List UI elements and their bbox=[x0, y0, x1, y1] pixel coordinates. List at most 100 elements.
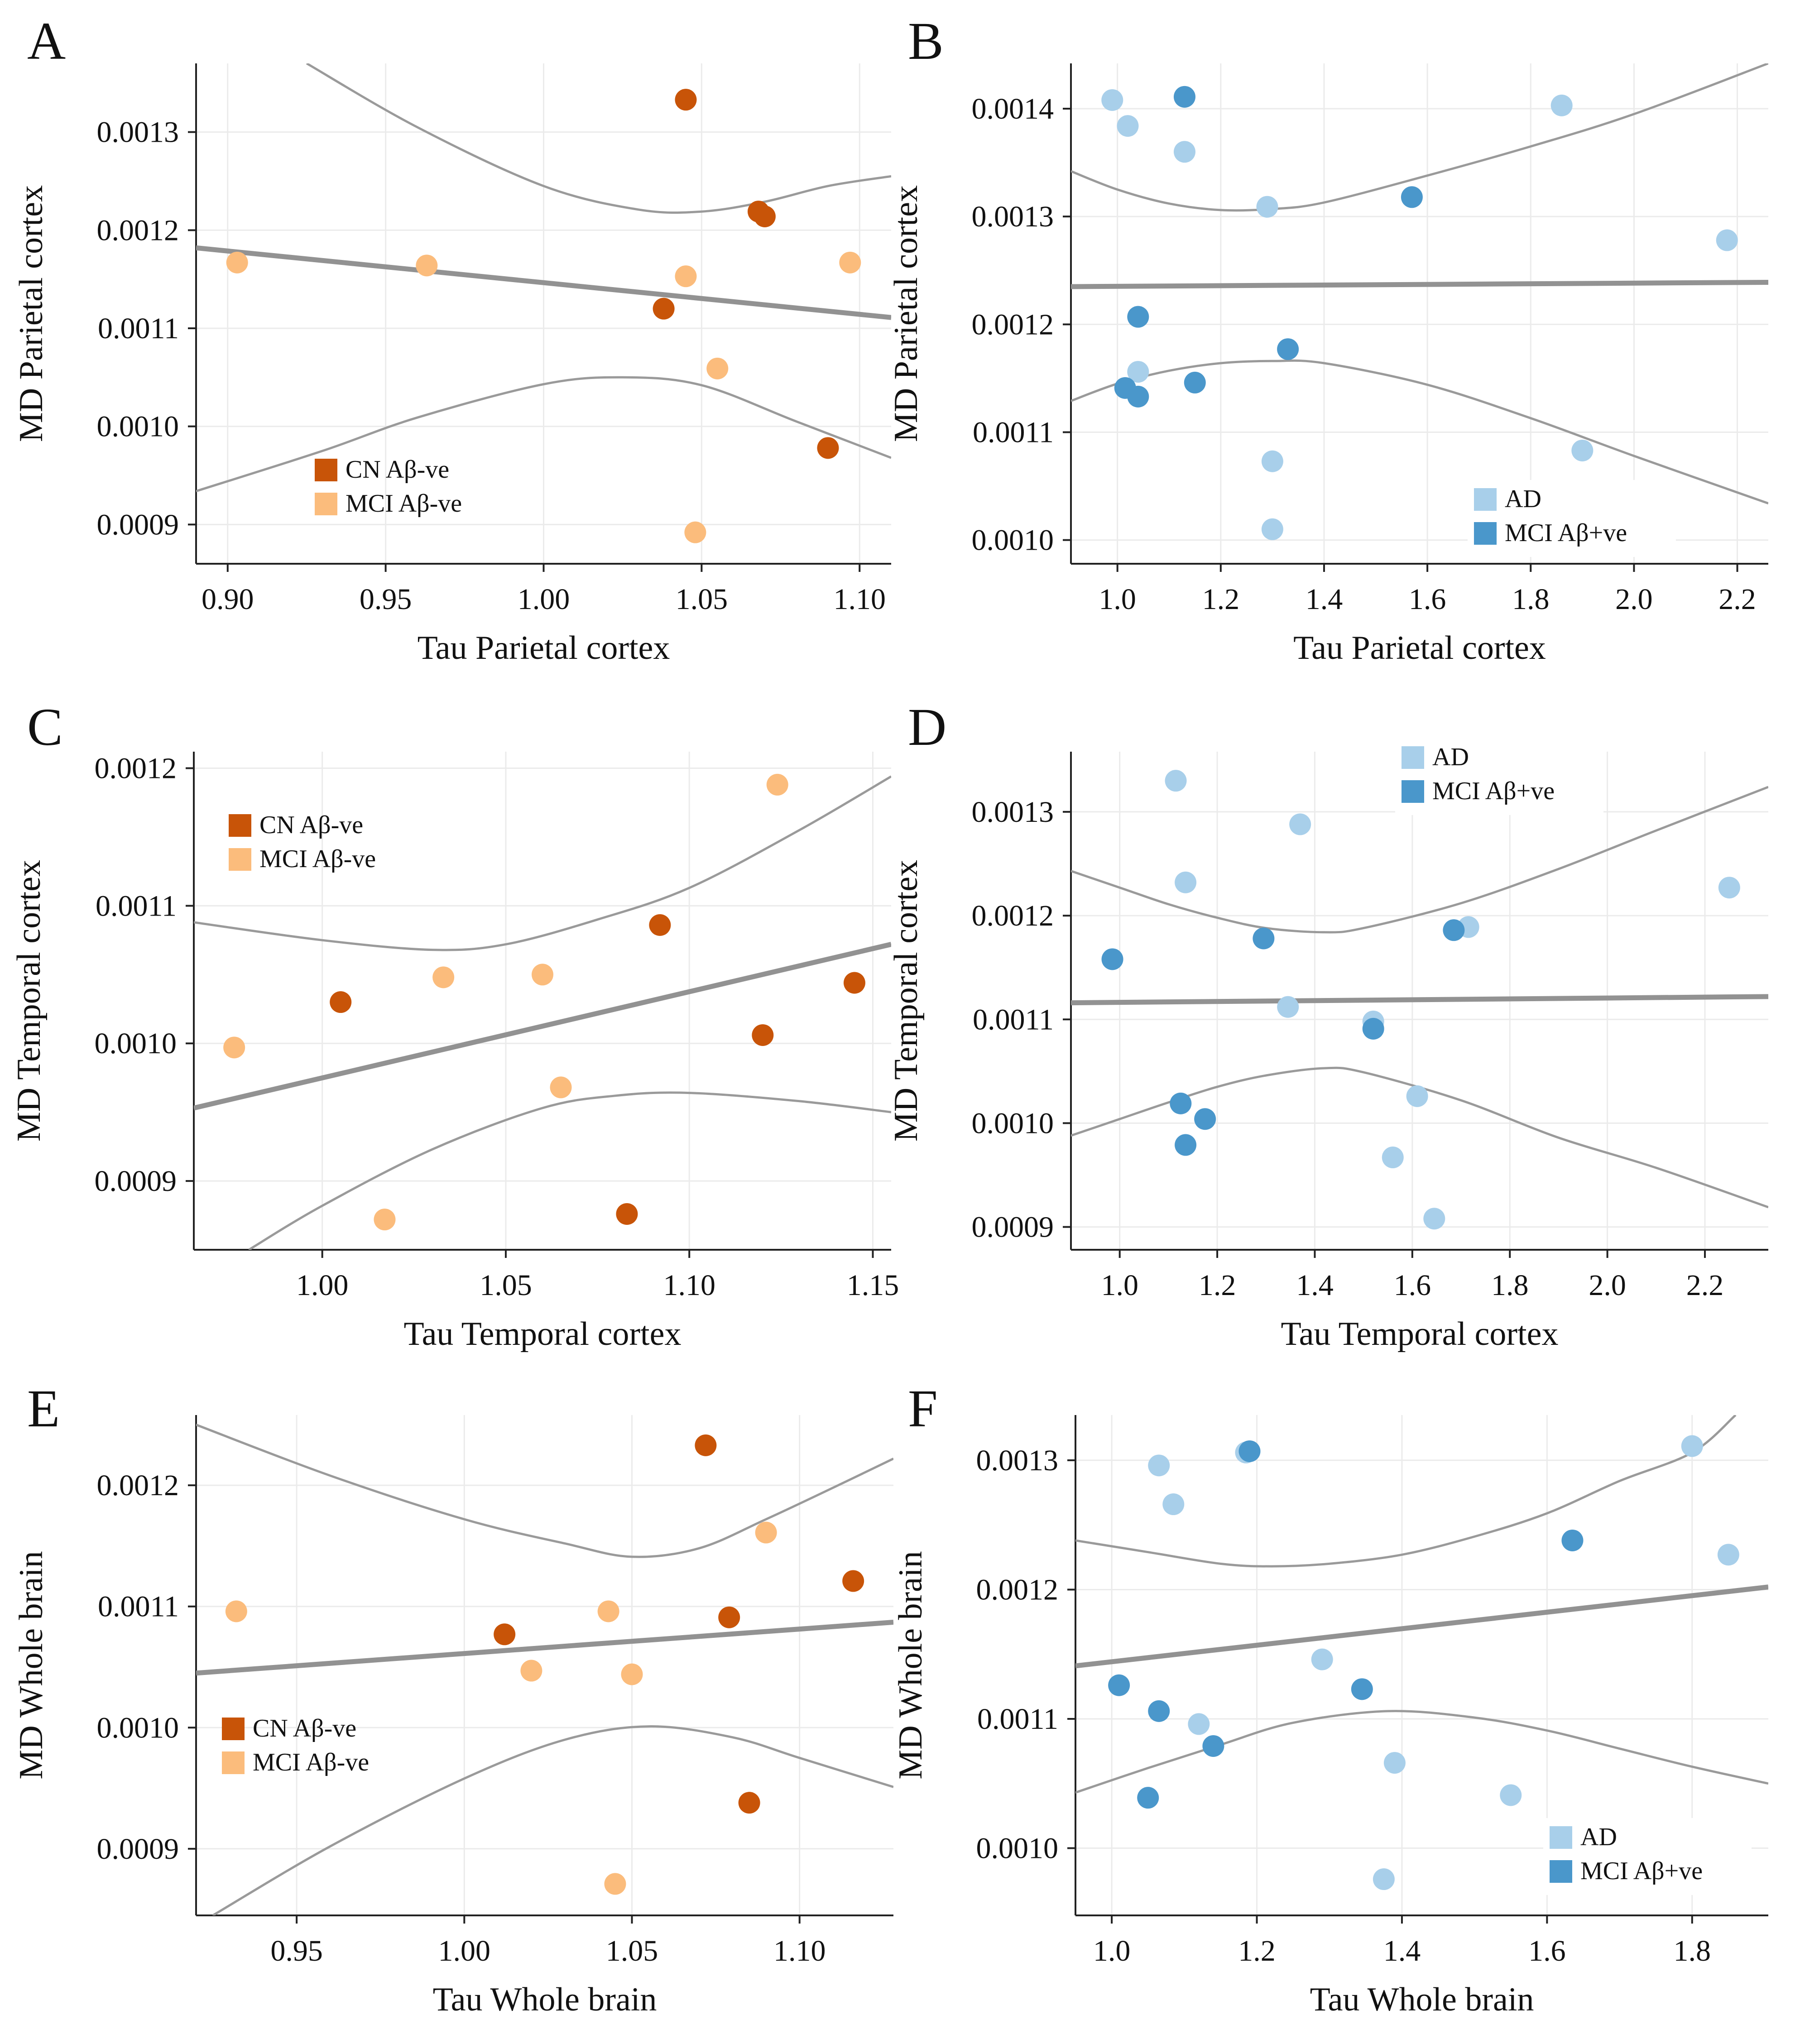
data-point bbox=[1127, 385, 1149, 408]
ci-lower-curve bbox=[1071, 1066, 1768, 1209]
panel-label: D bbox=[908, 697, 946, 757]
data-point bbox=[1148, 1454, 1170, 1477]
legend-swatch bbox=[1402, 780, 1424, 803]
y-tick-label: 0.0012 bbox=[97, 214, 179, 247]
legend-label: AD bbox=[1580, 1823, 1617, 1851]
x-tick-label: 1.00 bbox=[518, 583, 570, 616]
fit-line bbox=[196, 245, 891, 320]
y-tick-label: 0.0010 bbox=[97, 1711, 179, 1744]
series-group-1 bbox=[1165, 770, 1740, 1230]
y-tick-label: 0.0010 bbox=[95, 1027, 177, 1060]
y-axis-title: MD Parietal cortex bbox=[888, 185, 925, 442]
x-tick-label: 1.6 bbox=[1394, 1269, 1431, 1302]
y-tick-label: 0.0014 bbox=[972, 92, 1054, 125]
x-tick-label: 1.8 bbox=[1491, 1269, 1529, 1302]
x-tick-label: 1.2 bbox=[1199, 1269, 1236, 1302]
ci-upper-curve bbox=[194, 775, 891, 951]
data-point bbox=[621, 1663, 643, 1685]
x-tick-label: 1.00 bbox=[438, 1934, 491, 1967]
data-point bbox=[766, 773, 788, 796]
legend-swatch bbox=[229, 814, 251, 837]
data-point bbox=[550, 1076, 572, 1099]
ci-lower-curve bbox=[212, 1725, 893, 1915]
x-tick-label: 1.8 bbox=[1674, 1934, 1711, 1967]
data-point bbox=[1117, 115, 1139, 137]
data-point bbox=[1173, 141, 1195, 163]
data-point bbox=[1362, 1017, 1384, 1040]
x-tick-label: 1.0 bbox=[1099, 583, 1136, 616]
x-axis-title: Tau Temporal cortex bbox=[1281, 1315, 1559, 1353]
ci-lower-curve bbox=[196, 376, 891, 493]
x-tick-label: 1.05 bbox=[676, 583, 728, 616]
y-tick-label: 0.0013 bbox=[97, 116, 179, 149]
ci-upper-curve bbox=[1071, 63, 1768, 212]
x-tick-label: 1.8 bbox=[1512, 583, 1550, 616]
y-axis-title: MD Whole brain bbox=[13, 1551, 50, 1779]
y-tick-label: 0.0009 bbox=[95, 1165, 177, 1198]
legend-label: AD bbox=[1505, 485, 1541, 513]
data-point bbox=[752, 1024, 774, 1046]
legend-label: CN Aβ-ve bbox=[346, 456, 449, 484]
y-tick-label: 0.0009 bbox=[972, 1211, 1054, 1244]
panel-label: E bbox=[27, 1379, 60, 1438]
x-tick-label: 0.95 bbox=[270, 1934, 323, 1967]
legend-background bbox=[1395, 738, 1603, 815]
legend-background bbox=[1468, 480, 1676, 557]
data-point bbox=[755, 1521, 777, 1544]
data-point bbox=[1202, 1735, 1224, 1757]
legend: AD MCI Aβ+ve bbox=[1543, 1818, 1752, 1895]
x-tick-label: 2.2 bbox=[1686, 1269, 1724, 1302]
series-group-1 bbox=[330, 914, 865, 1225]
panel-label: C bbox=[27, 697, 63, 757]
panel-e: 0.95 1.00 1.05 1.10 0.0009 0.0010 0.0011 0.0012… bbox=[13, 1379, 893, 2018]
data-point bbox=[1173, 86, 1195, 108]
data-point bbox=[1256, 196, 1278, 218]
y-tick-label: 0.0013 bbox=[972, 200, 1054, 233]
x-tick-label: 2.0 bbox=[1589, 1269, 1626, 1302]
data-point bbox=[1277, 338, 1299, 360]
data-point bbox=[1165, 770, 1187, 792]
y-tick-label: 0.0012 bbox=[972, 899, 1054, 932]
data-point bbox=[494, 1623, 516, 1646]
x-tick-label: 1.6 bbox=[1409, 583, 1446, 616]
x-tick-label: 1.05 bbox=[606, 1934, 658, 1967]
data-point bbox=[1718, 877, 1740, 899]
data-point bbox=[1137, 1787, 1159, 1809]
legend-label: AD bbox=[1432, 743, 1469, 771]
x-tick-label: 0.90 bbox=[202, 583, 254, 616]
data-point bbox=[1406, 1085, 1428, 1107]
data-point bbox=[1101, 948, 1123, 970]
data-point bbox=[1127, 361, 1149, 383]
y-tick-label: 0.0010 bbox=[972, 524, 1054, 557]
legend-swatch bbox=[1402, 746, 1424, 769]
data-point bbox=[649, 914, 671, 936]
data-point bbox=[416, 254, 438, 277]
x-tick-label: 1.2 bbox=[1238, 1934, 1276, 1967]
legend-label: MCI Aβ-ve bbox=[259, 845, 376, 873]
legend: CN Aβ-ve MCI Aβ-ve bbox=[222, 1714, 369, 1776]
legend-label: MCI Aβ+ve bbox=[1432, 777, 1555, 805]
legend-swatch bbox=[315, 493, 337, 515]
data-point bbox=[675, 265, 697, 288]
data-point bbox=[1382, 1147, 1404, 1169]
x-axis-title: Tau Temporal cortex bbox=[404, 1315, 682, 1353]
data-point bbox=[1175, 1134, 1197, 1156]
data-point bbox=[1571, 439, 1594, 461]
x-tick-label: 1.10 bbox=[833, 583, 886, 616]
x-axis-title: Tau Parietal cortex bbox=[1293, 629, 1546, 667]
legend-swatch bbox=[315, 459, 337, 481]
series-group-1 bbox=[1101, 89, 1738, 540]
fit-line bbox=[194, 942, 891, 1111]
y-tick-label: 0.0011 bbox=[96, 889, 177, 922]
data-point bbox=[520, 1660, 542, 1682]
y-tick-label: 0.0010 bbox=[976, 1832, 1059, 1865]
legend-label: MCI Aβ-ve bbox=[346, 489, 462, 518]
x-axis-title: Tau Parietal cortex bbox=[418, 629, 670, 667]
data-point bbox=[1351, 1678, 1373, 1700]
data-point bbox=[604, 1873, 626, 1895]
regression-layer bbox=[196, 1424, 893, 1915]
data-point bbox=[1423, 1208, 1445, 1230]
legend: CN Aβ-ve MCI Aβ-ve bbox=[315, 456, 462, 518]
regression-layer bbox=[196, 63, 891, 493]
data-point bbox=[1500, 1784, 1522, 1806]
